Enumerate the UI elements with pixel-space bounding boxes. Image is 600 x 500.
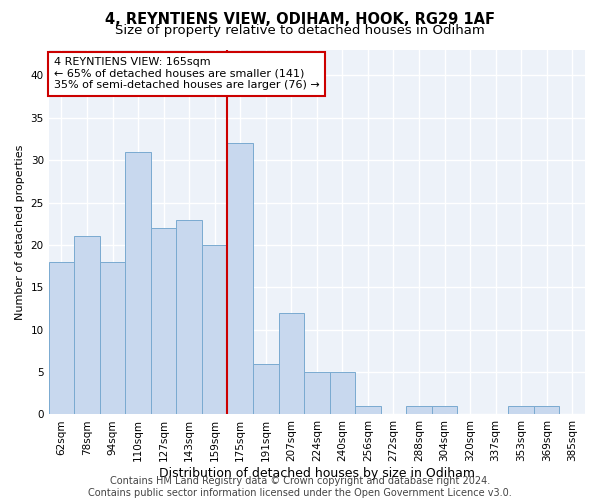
Bar (329, 372, 355, 414)
Bar (278, 312, 304, 414)
Text: 4, REYNTIENS VIEW, ODIHAM, HOOK, RG29 1AF: 4, REYNTIENS VIEW, ODIHAM, HOOK, RG29 1A… (105, 12, 495, 28)
Bar (304, 372, 329, 414)
Bar (151, 228, 176, 414)
Bar (406, 406, 432, 414)
Bar (202, 245, 227, 414)
Bar (125, 152, 151, 414)
Bar (176, 220, 202, 414)
Text: Contains HM Land Registry data © Crown copyright and database right 2024.
Contai: Contains HM Land Registry data © Crown c… (88, 476, 512, 498)
Y-axis label: Number of detached properties: Number of detached properties (15, 144, 25, 320)
Bar (100, 262, 125, 414)
Bar (253, 364, 278, 414)
Bar (508, 406, 534, 414)
Text: 4 REYNTIENS VIEW: 165sqm
← 65% of detached houses are smaller (141)
35% of semi-: 4 REYNTIENS VIEW: 165sqm ← 65% of detach… (54, 58, 320, 90)
Text: Size of property relative to detached houses in Odiham: Size of property relative to detached ho… (115, 24, 485, 37)
Bar (74, 236, 100, 414)
X-axis label: Distribution of detached houses by size in Odiham: Distribution of detached houses by size … (159, 467, 475, 480)
Bar (49, 262, 74, 414)
Bar (355, 406, 380, 414)
Bar (534, 406, 559, 414)
Bar (227, 143, 253, 414)
Bar (432, 406, 457, 414)
